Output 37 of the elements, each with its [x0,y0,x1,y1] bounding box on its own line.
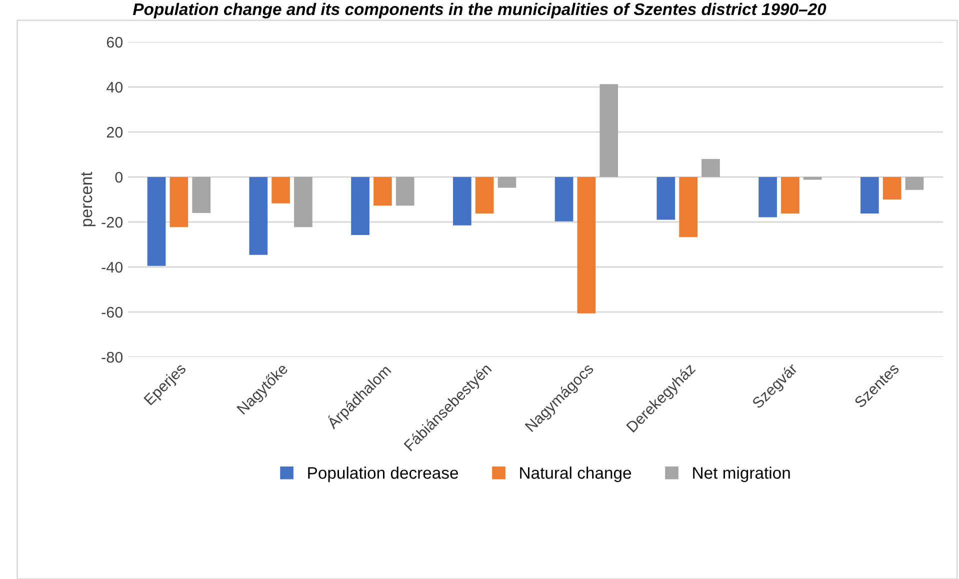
y-tick-label: -60 [102,306,123,318]
y-tick-label: -40 [102,262,123,273]
y-tick-label: 0 [115,172,123,183]
bar [374,177,392,206]
bar [905,177,924,190]
bar [351,177,370,236]
bar [554,177,574,222]
chart-title: Population change and its components in the municipalities of Szentes district 1990–20 [132,2,826,18]
y-tick-label: -20 [102,216,123,228]
bar [860,177,879,214]
bar [475,177,494,214]
bar [396,177,414,206]
bar [452,177,472,226]
y-tick-label: 40 [106,82,123,93]
legend-label: Natural change [520,466,632,482]
y-tick-label: 60 [106,36,123,48]
bar [249,177,268,255]
bar [600,84,618,177]
bar [577,177,596,314]
legend-label: Population decrease [308,466,458,482]
bar [498,177,516,188]
bar [147,177,166,266]
y-tick-label: -80 [102,352,123,363]
bar [758,177,777,218]
bar [192,177,211,213]
bar [702,159,720,177]
bar [781,177,800,214]
y-tick-label: 20 [106,126,123,138]
bar [170,177,188,228]
bar [656,177,676,220]
bar [679,177,698,238]
bar [882,177,902,200]
legend-label: Net migration [693,466,790,482]
bar [294,177,312,228]
bar [803,177,822,180]
bar [272,177,290,204]
y-axis-title: percent [81,172,96,226]
